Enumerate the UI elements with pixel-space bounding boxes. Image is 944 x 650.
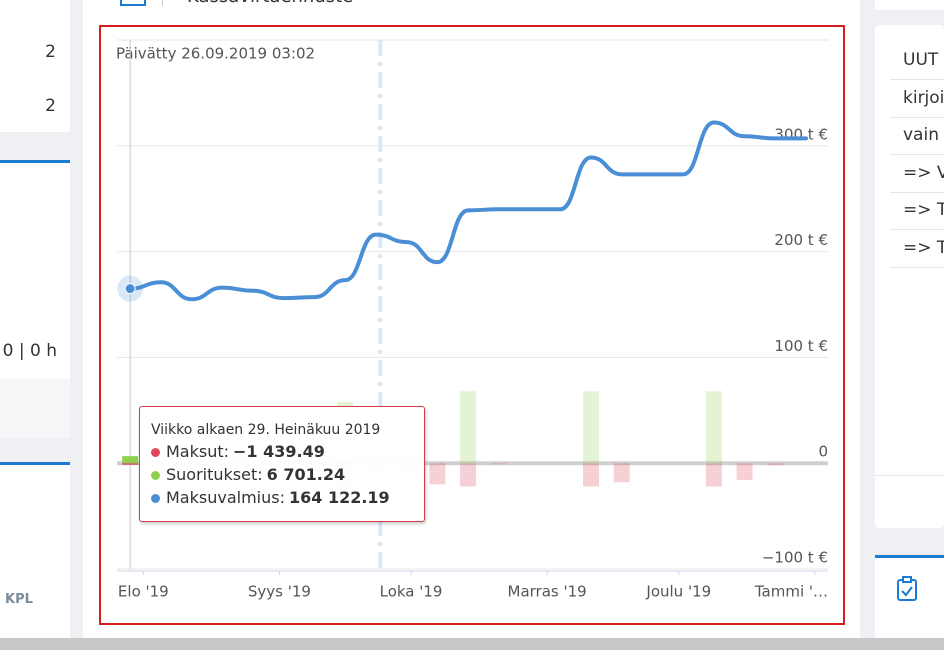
bar — [705, 391, 722, 464]
separator — [162, 0, 163, 6]
bar — [583, 463, 599, 487]
x-tick-label: Elo '19 — [118, 583, 169, 601]
bar — [122, 456, 139, 464]
left-card — [0, 462, 70, 641]
bar — [490, 463, 507, 465]
x-tick-label: Tammi '… — [754, 583, 828, 601]
bar — [613, 463, 630, 483]
bar — [460, 463, 477, 487]
news-row: => Te — [890, 192, 944, 230]
news-text: UUT — [903, 50, 939, 70]
line — [128, 120, 809, 302]
tooltip-title: Viikko alkaen 29. Heinäkuu 2019 — [151, 422, 381, 438]
tooltip-row: Suoritukset: 6 701.24 — [151, 465, 345, 484]
tooltip-label: Maksuvalmius: — [166, 488, 285, 507]
x-tick-label: Syys '19 — [248, 583, 311, 601]
tooltip-value: 6 701.24 — [266, 465, 346, 484]
point — [124, 283, 136, 295]
y-tick-label: 200 t € — [774, 231, 828, 249]
clipboard-icon — [897, 576, 917, 601]
news-row: vain — [890, 117, 944, 155]
bar — [122, 463, 139, 465]
left-card — [0, 160, 70, 438]
bar — [736, 463, 753, 481]
right-card — [875, 25, 944, 528]
card-footer — [0, 379, 70, 438]
tooltip-label: Suoritukset: — [166, 465, 263, 484]
bar — [705, 463, 722, 487]
y-tick-label: −100 t € — [762, 549, 828, 567]
tooltip-row: Maksut: −1 439.49 — [151, 442, 325, 461]
tooltip-row: Maksuvalmius: 164 122.19 — [151, 488, 390, 507]
count: 2 — [45, 42, 56, 62]
tooltip: Viikko alkaen 29. Heinäkuu 2019 Maksut: −… — [139, 406, 425, 522]
news-row: UUT — [890, 42, 944, 80]
tooltip-value: −1 439.49 — [233, 442, 325, 461]
y-tick-label: 100 t € — [774, 337, 828, 355]
bar — [429, 463, 446, 485]
x-tick-label: Loka '19 — [380, 583, 443, 601]
count: 2 — [45, 96, 56, 116]
y-tick-label: 0 — [818, 443, 828, 461]
panel-title: Kassavirtaennuste — [187, 0, 353, 7]
chart-frame — [99, 25, 845, 625]
header-icon — [120, 0, 146, 6]
unit: KPL — [5, 592, 33, 607]
bar — [460, 391, 477, 464]
news-text: => Ta — [903, 237, 944, 258]
hours: 0 | 0 h — [2, 341, 57, 361]
news-row: => V — [890, 155, 944, 193]
news-text: vain — [903, 125, 939, 145]
legend-dot — [151, 471, 160, 480]
annotation: Päivätty 26.09.2019 03:02 — [116, 45, 315, 63]
tooltip-label: Maksut: — [166, 442, 230, 461]
x-tick-label: Marras '19 — [508, 583, 587, 601]
bottom-bar — [0, 638, 944, 650]
legend-dot — [151, 494, 160, 503]
right-card — [875, 555, 944, 641]
right-card — [875, 0, 944, 10]
left-card — [0, 0, 70, 132]
news-text: => V — [903, 162, 944, 183]
news-row: => Ta — [890, 230, 944, 268]
bar — [583, 391, 599, 464]
news-row: kirjoi — [890, 80, 944, 118]
news-text: => Te — [903, 200, 944, 220]
chart-panel — [83, 0, 860, 638]
x-tick-label: Joulu '19 — [645, 583, 711, 601]
bar — [767, 463, 784, 466]
divider — [875, 475, 944, 476]
legend-dot — [151, 448, 160, 457]
y-tick-label: 300 t € — [774, 125, 828, 143]
tooltip-value: 164 122.19 — [288, 488, 390, 507]
news-text: kirjoi — [903, 87, 944, 108]
